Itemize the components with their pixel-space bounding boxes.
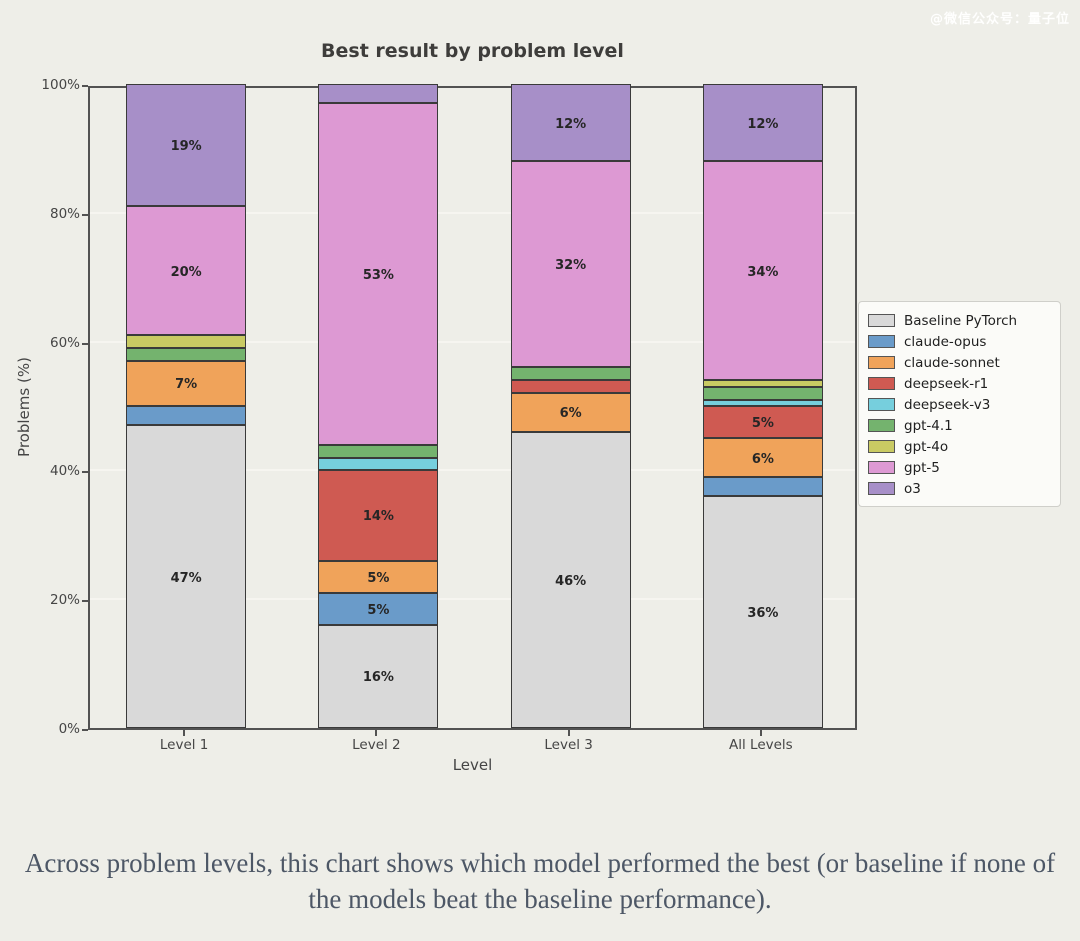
bar-segment-Baseline PyTorch-Level 2 [318, 624, 439, 728]
bar-segment-claude-opus-Level 1 [126, 406, 247, 426]
legend-item-Baseline PyTorch: Baseline PyTorch [868, 310, 1050, 331]
y-tick-40: 40% [49, 463, 80, 480]
bar-segment-Baseline PyTorch-Level 1 [126, 425, 247, 728]
bar-segment-gpt-5-Level 1 [126, 206, 247, 336]
bar-segment-gpt-4.1-Level 1 [126, 348, 247, 361]
legend-label-Baseline PyTorch: Baseline PyTorch [904, 312, 1018, 329]
grid-line-40 [90, 469, 855, 472]
x-tick-Level 3: Level 3 [544, 737, 593, 753]
bar-segment-claude-sonnet-Level 2 [318, 560, 439, 593]
y-tick-mark-40 [82, 471, 88, 474]
grid-line-60 [90, 340, 855, 343]
legend-label-deepseek-v3: deepseek-v3 [904, 396, 991, 413]
legend-swatch-gpt-4.1 [868, 419, 895, 432]
legend-swatch-o3 [868, 482, 895, 495]
x-tick-Level 2: Level 2 [352, 737, 401, 753]
bar-segment-deepseek-r1-Level 3 [510, 380, 631, 394]
legend-item-gpt-5: gpt-5 [868, 457, 1050, 478]
bar-segment-claude-sonnet-Level 3 [510, 393, 631, 432]
bar-segment-o3-All Levels [702, 84, 823, 162]
legend-swatch-claude-sonnet [868, 356, 895, 369]
y-tick-20: 20% [49, 592, 80, 609]
legend-swatch-Baseline PyTorch [868, 314, 895, 327]
legend-swatch-claude-opus [868, 335, 895, 348]
grid-line-20 [90, 598, 855, 601]
bar-segment-o3-Level 3 [510, 84, 631, 162]
bar-segment-gpt-5-Level 3 [510, 161, 631, 368]
plot-area: 47% 7% 20% 19% 16% 5% 5% 14% 53% 46% 6% 32% 12% 36% 6%… [88, 84, 857, 730]
y-tick-80: 80% [49, 205, 80, 222]
y-axis-label: Problems (%) [15, 357, 33, 457]
legend-item-deepseek-r1: deepseek-r1 [868, 373, 1050, 394]
legend-label-gpt-4o: gpt-4o [904, 438, 949, 455]
y-tick-60: 60% [49, 334, 80, 351]
y-tick-mark-20 [82, 600, 88, 603]
y-tick-mark-100 [82, 85, 88, 87]
legend-label-gpt-5: gpt-5 [904, 459, 940, 476]
y-tick-0: 0% [58, 721, 80, 737]
legend-swatch-gpt-5 [868, 461, 895, 474]
bar-segment-gpt-5-All Levels [702, 161, 823, 381]
bar-segment-o3-Level 1 [126, 84, 247, 207]
legend-item-claude-opus: claude-opus [868, 331, 1050, 352]
bar-segment-Baseline PyTorch-Level 3 [510, 431, 631, 728]
legend-item-o3: o3 [868, 478, 1050, 499]
x-tick-mark-Level 3 [567, 730, 570, 736]
legend-label-claude-sonnet: claude-sonnet [904, 354, 1000, 371]
watermark: @微信公众号：量子位 [929, 12, 1070, 27]
x-tick-mark-Level 2 [375, 730, 378, 736]
legend-item-claude-sonnet: claude-sonnet [868, 352, 1050, 373]
bar-segment-claude-sonnet-Level 1 [126, 360, 247, 406]
bar-segment-gpt-5-Level 2 [318, 103, 439, 445]
bar-segment-gpt-4.1-All Levels [702, 386, 823, 400]
legend-item-gpt-4.1: gpt-4.1 [868, 415, 1050, 436]
legend-swatch-gpt-4o [868, 440, 895, 453]
bar-segment-claude-opus-Level 2 [318, 592, 439, 625]
bar-segment-deepseek-v3-All Levels [702, 399, 823, 406]
bar-segment-claude-opus-All Levels [702, 476, 823, 497]
legend-item-gpt-4o: gpt-4o [868, 436, 1050, 457]
bar-segment-deepseek-r1-All Levels [702, 406, 823, 439]
bar-segment-gpt-4o-Level 1 [126, 335, 247, 349]
legend-swatch-deepseek-r1 [868, 377, 895, 390]
legend-label-o3: o3 [904, 480, 921, 497]
bar-segment-deepseek-v3-Level 2 [318, 457, 439, 471]
bar-segment-gpt-4.1-Level 3 [510, 367, 631, 381]
legend: Baseline PyTorch claude-opus claude-sonnet… [858, 301, 1061, 507]
legend-item-deepseek-v3: deepseek-v3 [868, 394, 1050, 415]
legend-label-gpt-4.1: gpt-4.1 [904, 417, 953, 434]
x-tick-mark-Level 1 [183, 730, 186, 736]
y-tick-mark-80 [82, 213, 88, 216]
bar-segment-gpt-4.1-Level 2 [318, 444, 439, 458]
y-tick-mark-60 [82, 342, 88, 345]
bar-segment-o3-Level 2 [318, 84, 439, 104]
x-tick-All Levels: All Levels [729, 737, 793, 753]
bar-segment-deepseek-r1-Level 2 [318, 470, 439, 561]
chart-title: Best result by problem level [321, 40, 624, 62]
legend-swatch-deepseek-v3 [868, 398, 895, 411]
y-tick-100: 100% [41, 77, 80, 93]
caption: Across problem levels, this chart shows … [24, 848, 1056, 914]
bar-segment-gpt-4o-All Levels [702, 380, 823, 387]
legend-label-deepseek-r1: deepseek-r1 [904, 375, 989, 392]
x-tick-Level 1: Level 1 [159, 737, 209, 753]
x-axis-label: Level [452, 756, 493, 774]
grid-line-80 [90, 211, 855, 214]
legend-label-claude-opus: claude-opus [904, 333, 987, 350]
y-tick-mark-0 [82, 729, 88, 731]
x-tick-mark-All Levels [759, 730, 762, 736]
bar-segment-Baseline PyTorch-All Levels [702, 496, 823, 728]
bar-segment-claude-sonnet-All Levels [702, 438, 823, 477]
